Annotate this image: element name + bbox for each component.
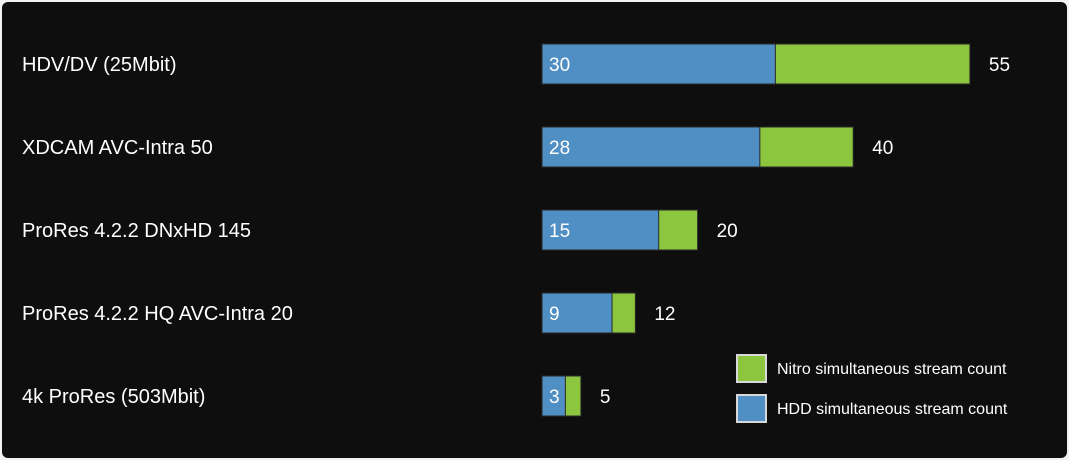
category-label: HDV/DV (25Mbit) xyxy=(22,54,176,76)
hdd-value-label: 28 xyxy=(549,138,570,159)
hdd-value-label: 15 xyxy=(549,221,570,242)
hdd-bar xyxy=(541,292,613,334)
hdd-value-label: 30 xyxy=(549,55,570,76)
nitro-value-label: 12 xyxy=(654,304,675,325)
legend-swatch xyxy=(736,394,767,423)
category-label: ProRes 4.2.2 HQ AVC-Intra 20 xyxy=(22,303,293,325)
legend-label: Nitro simultaneous stream count xyxy=(777,361,1007,378)
hdd-bar xyxy=(541,43,776,85)
nitro-value-label: 5 xyxy=(600,387,611,408)
nitro-value-label: 40 xyxy=(872,138,893,159)
nitro-value-label: 55 xyxy=(989,55,1010,76)
hdd-value-label: 3 xyxy=(549,387,560,408)
hdd-value-label: 9 xyxy=(549,304,560,325)
nitro-value-label: 20 xyxy=(717,221,738,242)
legend-swatch xyxy=(736,354,767,383)
category-label: 4k ProRes (503Mbit) xyxy=(22,386,205,408)
legend-label: HDD simultaneous stream count xyxy=(777,401,1008,418)
hdd-bar xyxy=(541,126,761,168)
category-label: XDCAM AVC-Intra 50 xyxy=(22,137,213,159)
hdd-bar xyxy=(541,209,660,251)
hdd-bar xyxy=(541,375,566,417)
category-label: ProRes 4.2.2 DNxHD 145 xyxy=(22,220,251,242)
